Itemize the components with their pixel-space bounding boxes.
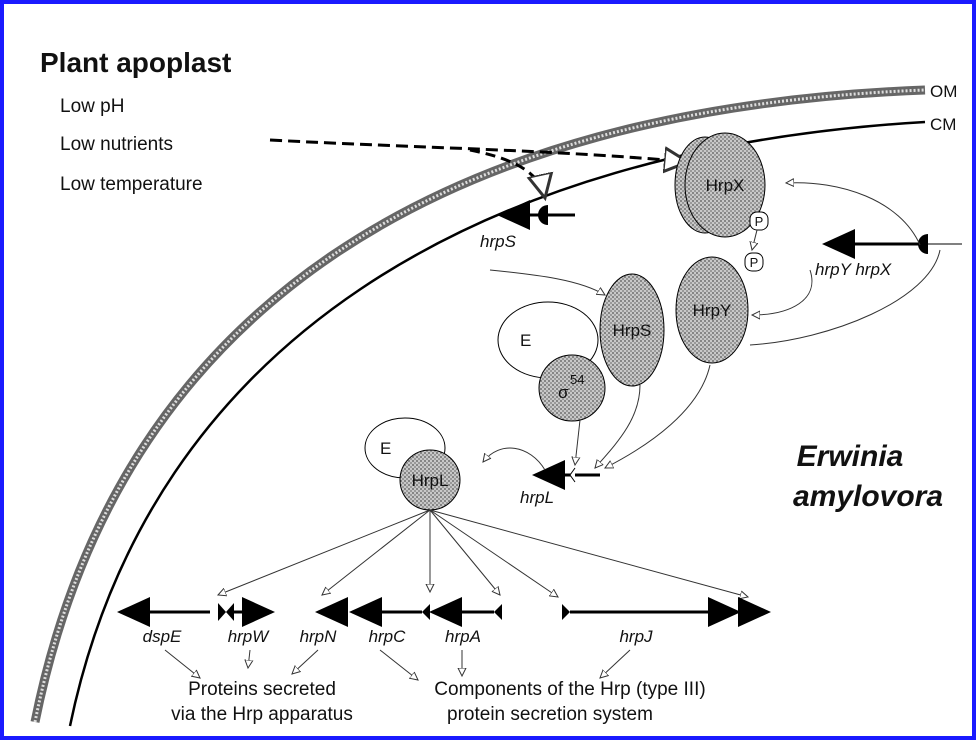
phosphate <box>749 211 769 231</box>
signal-arrow <box>469 148 545 198</box>
gene-label: hrpA <box>445 627 481 646</box>
arrow <box>575 419 580 465</box>
protein-label: HrpS <box>613 321 652 340</box>
title: Plant apoplast <box>40 47 231 78</box>
bottom-label: Proteins secreted <box>188 679 336 700</box>
gene-label: hrpW <box>228 627 271 646</box>
outer-membrane-hatch <box>33 88 926 723</box>
hrps <box>599 273 665 387</box>
arrow <box>489 269 605 295</box>
hrpx <box>684 132 766 238</box>
bottom-label: Components of the Hrp (type III) <box>434 679 705 700</box>
product-arrows <box>164 649 631 680</box>
phosphate-label: P <box>755 214 764 229</box>
hrpy <box>675 256 749 364</box>
organism: amylovora <box>793 480 943 513</box>
protein-label: HrpX <box>706 176 745 195</box>
promoter <box>918 234 928 254</box>
fan <box>218 509 748 597</box>
arrow <box>483 447 546 471</box>
promoter <box>569 467 576 483</box>
gene-label: hrpC <box>369 627 407 646</box>
cm-label: CM <box>930 115 956 134</box>
protein-label: HrpL <box>412 471 449 490</box>
gene-label: hrpY hrpX <box>815 260 892 279</box>
organism: Erwinia <box>797 440 904 473</box>
gene-label: hrpL <box>520 488 554 507</box>
phosphate-label: P <box>750 255 759 270</box>
arrow <box>752 269 813 315</box>
protein-label: E <box>520 331 531 350</box>
arrow <box>605 364 711 468</box>
arrow <box>752 229 757 250</box>
protein-label: σ <box>558 383 569 402</box>
protein-label-sup: 54 <box>570 372 584 387</box>
condition: Low pH <box>60 96 124 117</box>
operons <box>117 597 771 627</box>
arrow <box>749 249 941 346</box>
signal-arrow <box>269 138 688 162</box>
phosphate <box>744 252 764 272</box>
bottom-label: via the Hrp apparatus <box>171 704 353 725</box>
arrow <box>786 183 921 246</box>
gene-label: dspE <box>143 627 182 646</box>
bottom-label: protein secretion system <box>447 704 653 725</box>
sigma54 <box>538 354 606 422</box>
protein-label: HrpY <box>693 301 732 320</box>
protein-label: E <box>380 439 391 458</box>
promoter <box>538 205 548 225</box>
condition: Low nutrients <box>60 134 173 155</box>
gene-label: hrpN <box>300 627 338 646</box>
condition: Low temperature <box>60 174 203 195</box>
gene-label: hrpS <box>480 232 517 251</box>
om-label: OM <box>930 82 957 101</box>
arrow <box>595 384 641 468</box>
gene-label: hrpJ <box>619 627 653 646</box>
